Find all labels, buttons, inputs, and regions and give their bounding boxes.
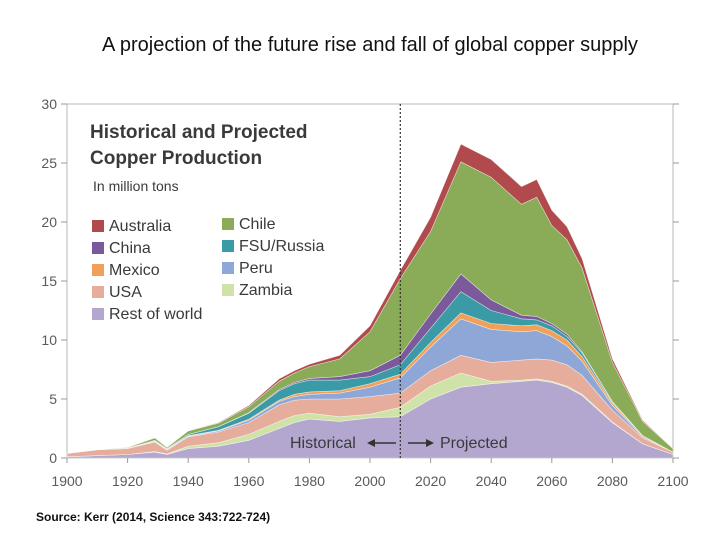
- legend-swatch-mexico: [92, 264, 104, 276]
- y-tick-label: 15: [41, 273, 57, 289]
- chart-subtitle: In million tons: [93, 178, 179, 194]
- x-tick-label: 2080: [597, 473, 628, 489]
- legend-label-zambia: Zambia: [239, 282, 292, 299]
- legend-label-fsu-russia: FSU/Russia: [239, 238, 324, 255]
- legend-label-rest-of-world: Rest of world: [109, 306, 202, 323]
- stacked-areas: [66, 143, 674, 459]
- legend-label-chile: Chile: [239, 216, 276, 233]
- area-australia: [66, 143, 674, 454]
- x-tick-label: 2020: [415, 473, 446, 489]
- y-tick-label: 25: [41, 155, 57, 171]
- x-tick-label: 1980: [294, 473, 325, 489]
- chart-title-line1: Historical and Projected: [90, 122, 308, 143]
- x-tick-label: 2000: [354, 473, 385, 489]
- legend-swatch-chile: [222, 218, 234, 230]
- legend-label-mexico: Mexico: [109, 262, 160, 279]
- legend-swatch-zambia: [222, 284, 234, 296]
- x-tick-label: 1960: [233, 473, 264, 489]
- legend-swatch-china: [92, 242, 104, 254]
- x-tick-label: 1940: [173, 473, 204, 489]
- legend-label-usa: USA: [109, 284, 142, 301]
- x-tick-label: 2040: [476, 473, 507, 489]
- slide-title: A projection of the future rise and fall…: [102, 34, 638, 56]
- legend-swatch-fsu-russia: [222, 240, 234, 252]
- legend: Australia China Mexico USA Rest of world Chil…: [92, 216, 324, 323]
- y-tick-label: 0: [49, 450, 57, 466]
- axes: 0 5 10 15 20 25 30 1900 1920 1940 1960 1980 2000 2020…: [41, 96, 688, 489]
- y-tick-label: 5: [49, 391, 57, 407]
- legend-label-peru: Peru: [239, 260, 273, 277]
- historical-arrow-head: [367, 439, 375, 447]
- projected-arrow-head: [426, 439, 434, 447]
- y-tick-label: 30: [41, 96, 57, 112]
- y-tick-label: 20: [41, 214, 57, 230]
- legend-swatch-usa: [92, 286, 104, 298]
- legend-swatch-australia: [92, 220, 104, 232]
- historical-label: Historical: [290, 435, 356, 452]
- historical-annotation: Historical: [290, 435, 396, 452]
- x-tick-label: 1920: [112, 473, 143, 489]
- x-tick-label: 2060: [536, 473, 567, 489]
- chart-title-line2: Copper Production: [90, 148, 262, 169]
- x-tick-label: 2100: [657, 473, 688, 489]
- projected-annotation: Projected: [408, 435, 508, 452]
- legend-swatch-rest-of-world: [92, 308, 104, 320]
- legend-label-china: China: [109, 240, 151, 257]
- legend-label-australia: Australia: [109, 218, 171, 235]
- projected-label: Projected: [440, 435, 508, 452]
- source-citation: Source: Kerr (2014, Science 343:722-724): [36, 510, 271, 524]
- legend-swatch-peru: [222, 262, 234, 274]
- y-tick-label: 10: [41, 332, 57, 348]
- x-tick-label: 1900: [51, 473, 82, 489]
